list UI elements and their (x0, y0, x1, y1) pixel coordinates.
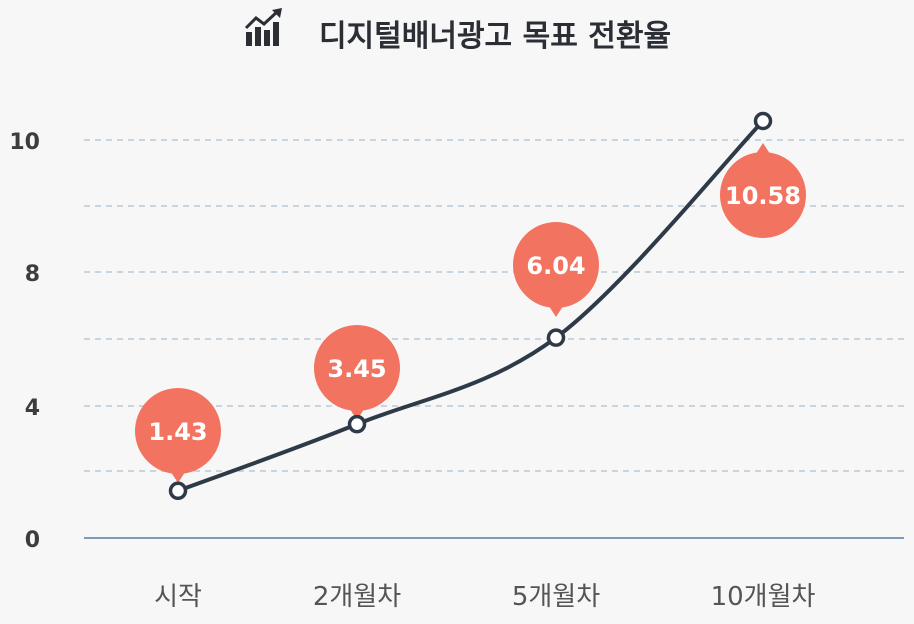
data-point (347, 414, 367, 434)
x-tick-label: 5개월차 (512, 582, 600, 612)
data-point (753, 111, 773, 131)
data-label-badge: 3.45 (314, 325, 400, 420)
y-tick-label: 4 (25, 396, 40, 421)
data-label-badge: 1.43 (135, 388, 221, 483)
data-label: 6.04 (526, 252, 585, 280)
x-tick-label: 10개월차 (711, 582, 816, 612)
data-point (168, 481, 188, 501)
data-label-badge: 10.58 (720, 143, 806, 238)
x-axis: 시작 2개월차 5개월차 10개월차 (154, 582, 815, 612)
data-label: 1.43 (148, 418, 207, 446)
x-tick-label: 시작 (154, 582, 202, 612)
data-points (168, 111, 773, 501)
series-line (177, 119, 765, 493)
chart-title-group: 디지털배너광고 목표 전환율 (244, 8, 671, 54)
chart-growth-icon (244, 8, 282, 46)
chart-title: 디지털배너광고 목표 전환율 (319, 19, 671, 54)
data-labels: 1.43 3.45 6.04 10.58 (135, 143, 806, 483)
y-tick-label: 8 (25, 262, 40, 287)
data-label: 10.58 (725, 182, 801, 210)
data-label: 3.45 (327, 355, 386, 383)
x-tick-label: 2개월차 (313, 582, 401, 612)
y-tick-label: 0 (25, 528, 40, 553)
grid (84, 139, 904, 539)
data-point (546, 328, 566, 347)
y-tick-label: 10 (9, 130, 40, 155)
data-label-badge: 6.04 (513, 222, 599, 317)
y-axis: 0 4 8 10 (9, 130, 40, 553)
